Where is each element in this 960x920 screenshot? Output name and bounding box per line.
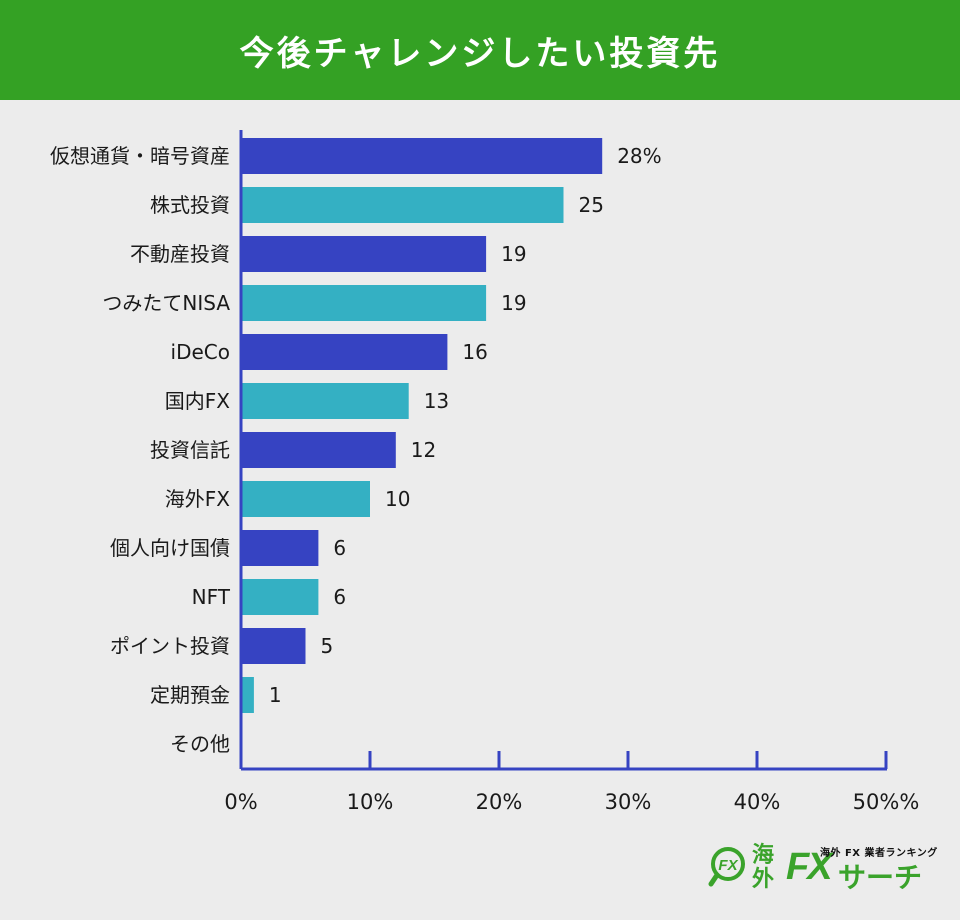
x-tick-label: 50%% <box>853 790 920 814</box>
logo-search: サーチ <box>838 861 923 894</box>
x-tick-label: 20% <box>476 790 523 814</box>
bar <box>241 285 487 321</box>
value-label: 19 <box>501 291 526 315</box>
axis-layer <box>239 130 888 771</box>
value-label: 12 <box>411 438 436 462</box>
magnifier-fx-icon: FX <box>708 847 745 887</box>
category-label: その他 <box>170 732 230 756</box>
value-label: 6 <box>333 536 346 560</box>
bar <box>241 579 319 615</box>
bar <box>241 334 448 370</box>
labels-layer: 仮想通貨・暗号資産 28% 株式投資 25 不動産投資 19 つみたてNISA 19 iDeCo… <box>50 144 919 814</box>
logo-ranking: 海外 FX 業者ランキング <box>820 848 938 859</box>
site-logo: FX 海外 FX サーチ 海外 FX 業者ランキング <box>708 838 938 898</box>
category-label: iDeCo <box>171 340 230 364</box>
value-label: 10 <box>385 487 410 511</box>
chart-title: 今後チャレンジしたい投資先 <box>239 33 721 74</box>
category-label: つみたてNISA <box>102 291 230 315</box>
x-tick-label: 30% <box>605 790 652 814</box>
category-label: 定期預金 <box>150 683 230 707</box>
value-label: 16 <box>462 340 487 364</box>
logo-mark-text: FX <box>718 857 738 874</box>
bar <box>241 187 564 223</box>
x-tick-label: 40% <box>734 790 781 814</box>
category-label: 国内FX <box>165 389 231 413</box>
x-tick-label: 10% <box>347 790 394 814</box>
bar <box>241 628 306 664</box>
value-label: 19 <box>501 242 526 266</box>
bar <box>241 481 370 517</box>
x-tick-label: 0% <box>224 790 257 814</box>
bar <box>241 530 319 566</box>
category-label: NFT <box>192 585 231 609</box>
value-label: 28% <box>617 144 661 168</box>
category-label: 仮想通貨・暗号資産 <box>50 144 230 168</box>
category-label: 不動産投資 <box>130 242 230 266</box>
value-label: 13 <box>424 389 449 413</box>
category-label: 個人向け国債 <box>110 536 230 560</box>
bar <box>241 138 603 174</box>
header-banner: 今後チャレンジしたい投資先 <box>0 0 960 100</box>
value-label: 25 <box>579 193 604 217</box>
category-label: 海外FX <box>165 487 231 511</box>
bar <box>241 383 409 419</box>
bars-layer <box>241 138 603 713</box>
logo-kaigai: 海外 <box>752 843 775 892</box>
value-label: 5 <box>321 634 334 658</box>
category-label: 投資信託 <box>150 438 230 462</box>
category-label: ポイント投資 <box>110 634 230 658</box>
bar <box>241 677 254 713</box>
category-label: 株式投資 <box>150 193 230 217</box>
logo-fx: FX <box>786 846 833 888</box>
value-label: 1 <box>269 683 282 707</box>
bar <box>241 236 487 272</box>
bar <box>241 432 396 468</box>
value-label: 6 <box>333 585 346 609</box>
